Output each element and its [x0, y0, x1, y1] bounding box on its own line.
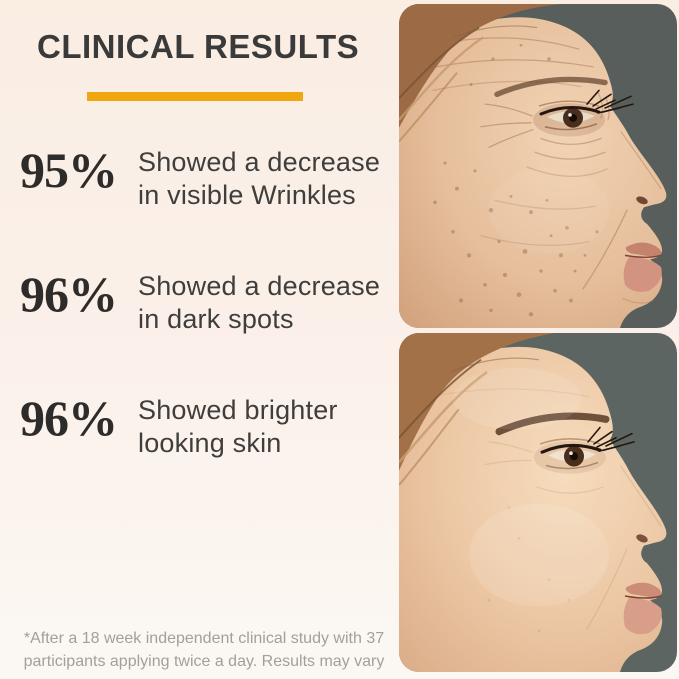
faint-lines [420, 388, 662, 630]
stat-value: 96% [20, 266, 118, 322]
disclaimer-line: participants applying twice a day. Resul… [23, 652, 385, 670]
stat-row-wrinkles: 95% Showed a decrease in visible Wrinkle… [20, 143, 380, 212]
eyebrow [495, 412, 610, 436]
nostril [636, 534, 648, 543]
faint-spots [487, 506, 571, 633]
wrinkle-lines [416, 37, 662, 304]
stat-description-line: Showed a decrease [138, 271, 381, 301]
after-photo [399, 333, 677, 672]
eyebrow [494, 76, 608, 98]
disclaimer-text: *After a 18 week independent clinical st… [4, 628, 404, 673]
stat-description-line: Showed brighter [138, 395, 338, 425]
lips [623, 582, 662, 635]
stat-description: Showed brighter looking skin [138, 391, 338, 460]
page-title: CLINICAL RESULTS [37, 28, 360, 65]
stat-value: 95% [20, 142, 118, 198]
nostril [636, 196, 648, 205]
stat-row-dark-spots: 96% Showed a decrease in dark spots [20, 267, 380, 336]
disclaimer-line: *After a 18 week independent clinical st… [23, 630, 385, 647]
cheek-highlight [489, 166, 609, 254]
hair [399, 333, 555, 486]
eye [534, 426, 635, 474]
stat-row-brightness: 96% Showed brighter looking skin [20, 391, 338, 460]
stat-value: 96% [20, 390, 118, 446]
lips [623, 242, 662, 292]
cheek-highlight [469, 503, 609, 607]
eye [533, 89, 634, 137]
after-photo-illustration [399, 333, 677, 672]
hair [399, 4, 561, 143]
before-photo [399, 4, 677, 328]
dark-spots [433, 43, 599, 317]
stat-description-line: in visible Wrinkles [138, 180, 356, 210]
accent-bar [87, 92, 303, 101]
stat-description-line: looking skin [138, 428, 282, 458]
forehead-highlight [453, 367, 581, 430]
stat-description: Showed a decrease in dark spots [138, 267, 380, 336]
face-skin [399, 17, 667, 328]
stat-description-line: Showed a decrease [138, 147, 381, 177]
stat-description: Showed a decrease in visible Wrinkles [138, 143, 380, 212]
before-photo-illustration [399, 4, 677, 328]
stat-description-line: in dark spots [138, 304, 294, 334]
